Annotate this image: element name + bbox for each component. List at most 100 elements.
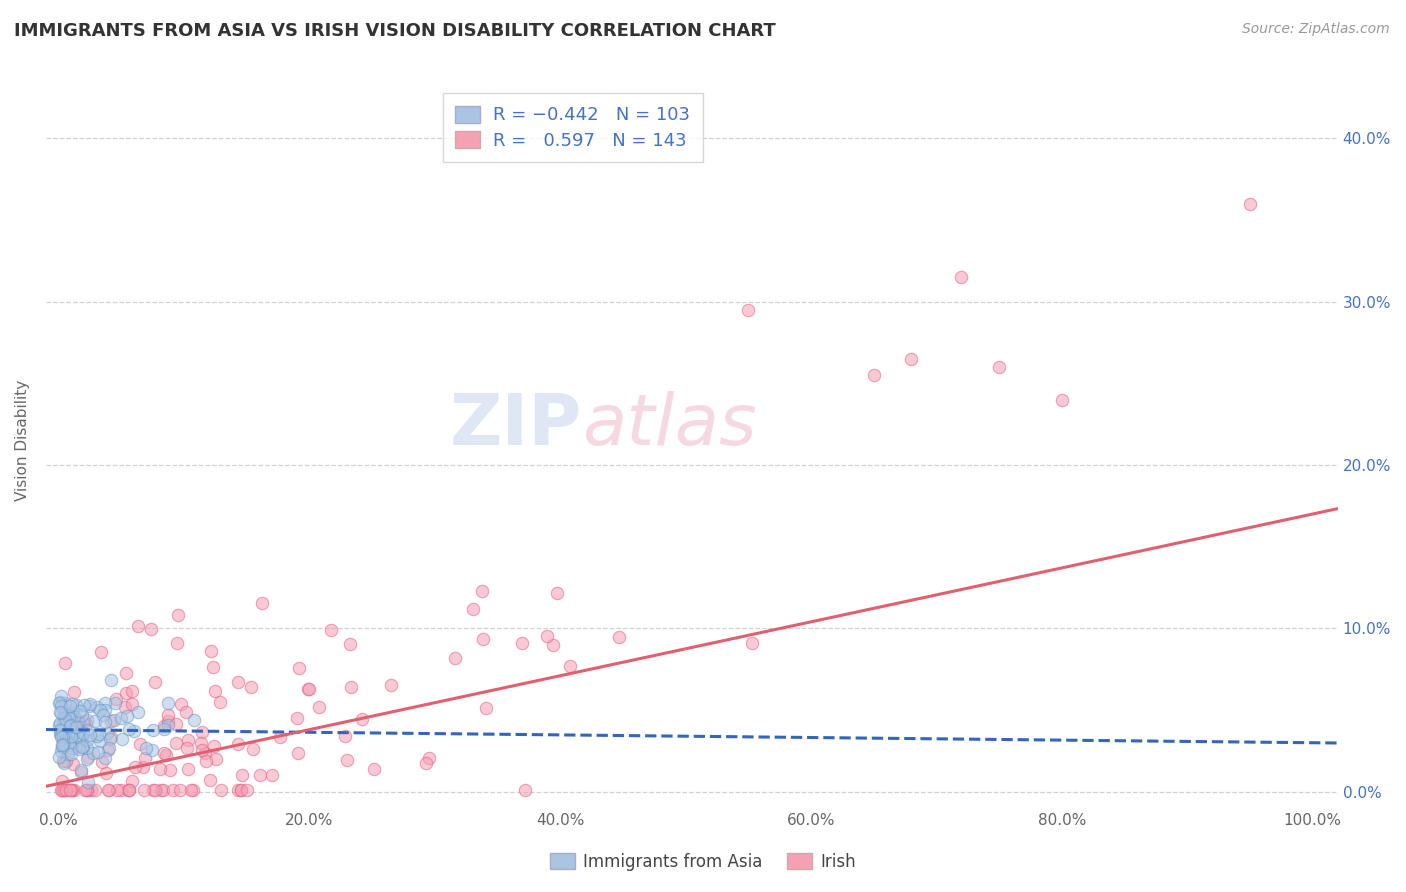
Point — [260, 768, 283, 782]
Point — [51, 723, 73, 737]
Point — [104, 692, 127, 706]
Point — [65, 720, 87, 734]
Point — [83, 714, 105, 728]
Point — [48, 696, 70, 710]
Point — [541, 638, 564, 652]
Point — [415, 756, 437, 771]
Point — [55, 734, 77, 748]
Point — [209, 695, 232, 709]
Point — [94, 751, 117, 765]
Point — [76, 750, 98, 764]
Point — [59, 719, 82, 733]
Point — [75, 783, 97, 797]
Point — [60, 718, 83, 732]
Point — [48, 749, 70, 764]
Point — [94, 765, 117, 780]
Point — [53, 656, 76, 670]
Point — [79, 728, 101, 742]
Point — [191, 742, 214, 756]
Point — [1050, 392, 1073, 407]
Point — [231, 768, 253, 782]
Point — [177, 732, 200, 747]
Point — [80, 783, 103, 797]
Point — [127, 706, 149, 720]
Point — [49, 727, 72, 741]
Point — [73, 698, 96, 712]
Point — [166, 636, 188, 650]
Point — [418, 751, 440, 765]
Point — [741, 636, 763, 650]
Point — [53, 783, 76, 797]
Point — [134, 751, 156, 765]
Point — [862, 368, 884, 383]
Point — [52, 708, 75, 723]
Point — [76, 783, 98, 797]
Point — [474, 701, 496, 715]
Point — [55, 783, 77, 797]
Point — [63, 783, 86, 797]
Point — [143, 675, 166, 690]
Point — [52, 738, 75, 752]
Point — [52, 715, 75, 730]
Point — [76, 741, 98, 756]
Point — [308, 700, 330, 714]
Point — [100, 730, 122, 744]
Point — [62, 698, 84, 712]
Point — [65, 698, 87, 712]
Point — [51, 690, 73, 704]
Point — [202, 739, 225, 753]
Point — [66, 728, 89, 742]
Point — [141, 743, 163, 757]
Point — [202, 660, 225, 674]
Point — [94, 703, 117, 717]
Point — [319, 624, 342, 638]
Point — [97, 783, 120, 797]
Point — [229, 783, 252, 797]
Point — [96, 726, 118, 740]
Point — [49, 783, 72, 797]
Point — [285, 711, 308, 725]
Point — [181, 783, 204, 797]
Point — [77, 699, 100, 714]
Point — [53, 729, 76, 743]
Point — [339, 637, 361, 651]
Point — [159, 763, 181, 777]
Point — [205, 752, 228, 766]
Point — [139, 622, 162, 636]
Legend: Immigrants from Asia, Irish: Immigrants from Asia, Irish — [541, 845, 865, 880]
Point — [124, 760, 146, 774]
Text: atlas: atlas — [582, 392, 756, 460]
Point — [86, 730, 108, 744]
Point — [513, 783, 536, 797]
Point — [988, 359, 1011, 374]
Point — [103, 697, 125, 711]
Point — [100, 673, 122, 688]
Point — [114, 700, 136, 714]
Point — [176, 741, 198, 756]
Point — [339, 680, 361, 694]
Point — [170, 697, 193, 711]
Point — [48, 716, 70, 731]
Point — [142, 723, 165, 738]
Point — [352, 712, 374, 726]
Point — [333, 729, 356, 743]
Point — [118, 783, 141, 797]
Point — [93, 714, 115, 729]
Point — [472, 632, 495, 647]
Y-axis label: Vision Disability: Vision Disability — [15, 380, 30, 501]
Point — [1239, 196, 1261, 211]
Point — [89, 733, 111, 747]
Point — [249, 767, 271, 781]
Point — [48, 717, 70, 731]
Point — [118, 783, 141, 797]
Point — [49, 730, 72, 744]
Point — [86, 700, 108, 714]
Point — [110, 731, 132, 746]
Point — [70, 730, 93, 744]
Point — [200, 643, 222, 657]
Point — [336, 753, 359, 767]
Point — [121, 774, 143, 789]
Point — [58, 731, 80, 745]
Point — [131, 760, 153, 774]
Point — [165, 736, 187, 750]
